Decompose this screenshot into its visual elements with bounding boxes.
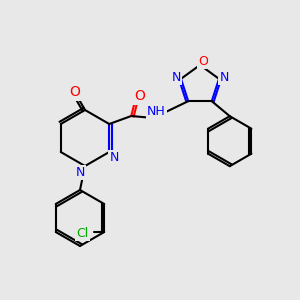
Text: NH: NH [147,105,166,118]
Text: O: O [70,85,80,100]
Text: N: N [75,166,85,179]
Text: O: O [134,89,145,103]
Text: N: N [219,71,229,84]
Text: N: N [171,71,181,84]
Text: N: N [110,151,119,164]
Text: O: O [198,55,208,68]
Text: Cl: Cl [76,227,88,240]
